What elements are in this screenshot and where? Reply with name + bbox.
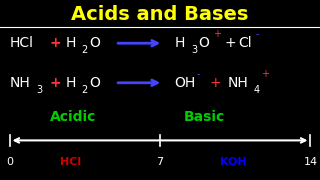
Text: O: O xyxy=(89,36,100,50)
Text: Acidic: Acidic xyxy=(51,110,97,124)
Text: Acids and Bases: Acids and Bases xyxy=(71,5,249,24)
Text: +: + xyxy=(50,36,61,50)
Text: 2: 2 xyxy=(82,85,88,95)
Text: H: H xyxy=(174,36,185,50)
Text: +: + xyxy=(50,76,61,90)
Text: O: O xyxy=(198,36,209,50)
Text: H: H xyxy=(66,76,76,90)
Text: +: + xyxy=(213,29,221,39)
Text: 2: 2 xyxy=(82,45,88,55)
Text: -: - xyxy=(255,29,259,39)
Text: NH: NH xyxy=(10,76,30,90)
Text: 3: 3 xyxy=(37,85,43,95)
Text: Cl: Cl xyxy=(238,36,252,50)
Text: O: O xyxy=(89,76,100,90)
Text: KOH: KOH xyxy=(220,157,247,167)
Text: +: + xyxy=(224,36,236,50)
Text: OH: OH xyxy=(174,76,196,90)
Text: Basic: Basic xyxy=(184,110,225,124)
Text: +: + xyxy=(210,76,221,90)
Text: 3: 3 xyxy=(191,45,197,55)
Text: 0: 0 xyxy=(6,157,13,167)
Text: 4: 4 xyxy=(254,85,260,95)
Text: -: - xyxy=(197,69,200,79)
Text: +: + xyxy=(261,69,269,79)
Text: HCl: HCl xyxy=(10,36,34,50)
Text: HCl: HCl xyxy=(60,157,81,167)
Text: H: H xyxy=(66,36,76,50)
Text: 7: 7 xyxy=(156,157,164,167)
Text: 14: 14 xyxy=(303,157,317,167)
Text: NH: NH xyxy=(227,76,248,90)
